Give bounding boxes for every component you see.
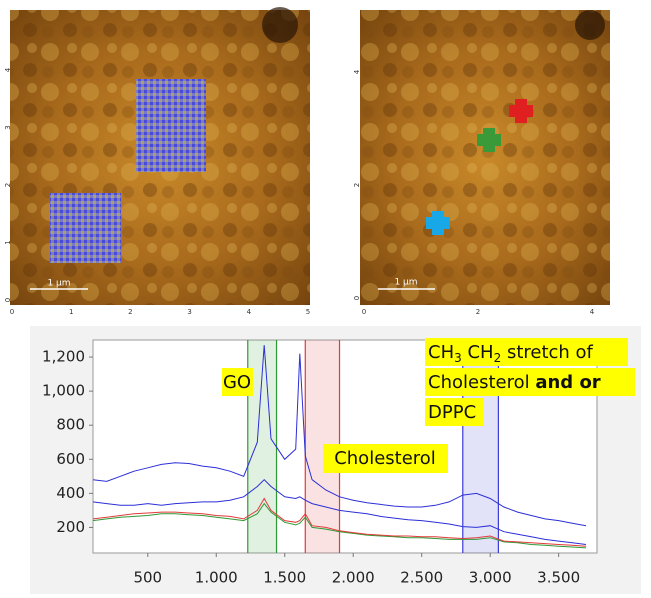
image-x-tick-label: 2 bbox=[476, 308, 480, 316]
x-tick-label: 1.000 bbox=[195, 569, 238, 587]
y-tick-label: 600 bbox=[56, 450, 85, 468]
image-y-tick-label: 2 bbox=[4, 183, 12, 187]
y-tick-label: 1,000 bbox=[42, 382, 85, 400]
image-x-tick-label: 0 bbox=[362, 308, 366, 316]
scale-bar-label: 1 µm bbox=[47, 279, 70, 289]
x-tick-label: 2.000 bbox=[332, 569, 375, 587]
annotation: DPPC bbox=[428, 402, 476, 423]
image-y-tick-label: 1 bbox=[4, 240, 12, 244]
scale-bar-label: 1 µm bbox=[394, 278, 417, 288]
annotation: Cholesterol and or bbox=[428, 372, 601, 393]
annotation: Cholesterol bbox=[334, 448, 436, 469]
annotation: GO bbox=[223, 372, 251, 393]
image-x-tick-label: 5 bbox=[306, 308, 310, 316]
image-y-tick-label: 0 bbox=[353, 296, 361, 300]
y-tick-label: 800 bbox=[56, 416, 85, 434]
image-y-tick-label: 0 bbox=[4, 298, 12, 302]
y-tick-label: 1,200 bbox=[42, 348, 85, 366]
image-y-tick-label: 3 bbox=[4, 125, 12, 129]
image-x-tick-label: 1 bbox=[69, 308, 73, 316]
image-x-tick-label: 0 bbox=[10, 308, 14, 316]
image-y-tick-label: 4 bbox=[4, 67, 12, 72]
image-y-tick-label: 2 bbox=[353, 183, 361, 187]
page: {"images": [ {"scale_bar": "1 µm", "xtic… bbox=[0, 0, 651, 594]
image-x-tick-label: 4 bbox=[590, 308, 595, 316]
figure: 1 µm 1 µm GO Cholesterol CH3 CH2 stretch… bbox=[0, 0, 651, 594]
image-y-tick-label: 4 bbox=[353, 69, 361, 74]
image-x-tick-label: 2 bbox=[128, 308, 132, 316]
annotation: CH3 CH2 stretch of bbox=[428, 342, 594, 365]
map-overlay bbox=[50, 193, 121, 263]
x-tick-label: 3.000 bbox=[469, 569, 512, 587]
x-tick-label: 2.500 bbox=[400, 569, 443, 587]
y-tick-label: 200 bbox=[56, 518, 85, 536]
x-tick-label: 500 bbox=[133, 569, 162, 587]
image-x-tick-label: 3 bbox=[187, 308, 191, 316]
y-tick-label: 400 bbox=[56, 484, 85, 502]
afm-image-right: 1 µm bbox=[360, 10, 610, 305]
x-tick-label: 1.500 bbox=[263, 569, 306, 587]
map-overlay bbox=[136, 79, 206, 172]
image-x-tick-label: 4 bbox=[247, 308, 252, 316]
x-tick-label: 3.500 bbox=[537, 569, 580, 587]
afm-image-left: 1 µm bbox=[10, 7, 310, 305]
